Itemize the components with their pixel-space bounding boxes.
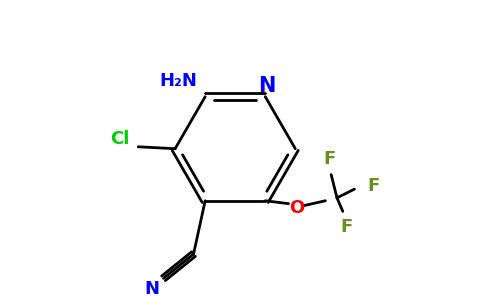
Text: F: F: [341, 218, 353, 236]
Text: N: N: [144, 280, 159, 298]
Text: Cl: Cl: [110, 130, 130, 148]
Text: O: O: [288, 199, 304, 217]
Text: H₂N: H₂N: [159, 72, 197, 90]
Text: F: F: [368, 177, 380, 195]
Text: F: F: [323, 150, 335, 168]
Text: N: N: [258, 76, 276, 96]
